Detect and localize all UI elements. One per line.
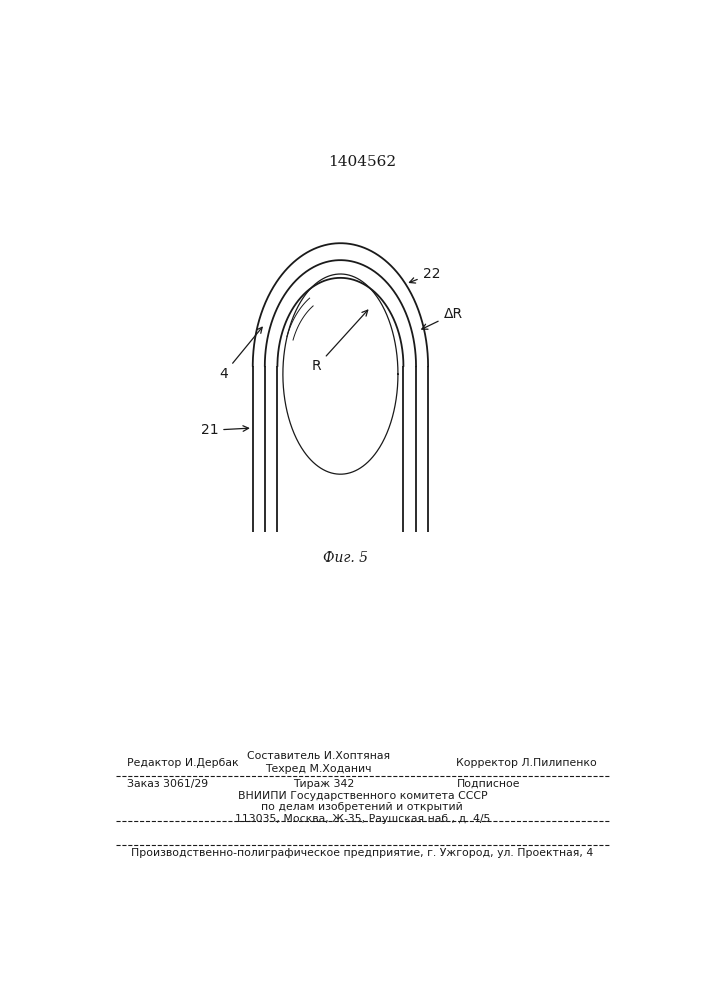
Text: ВНИИПИ Государственного комитета СССР: ВНИИПИ Государственного комитета СССР (238, 791, 487, 801)
Text: по делам изобретений и открытий: по делам изобретений и открытий (262, 802, 463, 812)
Text: Редактор И.Дербак: Редактор И.Дербак (127, 758, 238, 768)
Text: R: R (312, 310, 368, 373)
Text: 22: 22 (409, 267, 440, 283)
Text: 4: 4 (219, 327, 262, 381)
Text: Фиг. 5: Фиг. 5 (323, 551, 368, 565)
Text: Составитель И.Хоптяная: Составитель И.Хоптяная (247, 751, 390, 761)
Text: Подписное: Подписное (457, 779, 520, 789)
Text: Техред М.Ходанич: Техред М.Ходанич (265, 764, 372, 774)
Text: ΔR: ΔR (422, 307, 462, 329)
Text: 21: 21 (201, 423, 249, 437)
Text: 113035, Москва, Ж-35, Раушская наб., д. 4/5: 113035, Москва, Ж-35, Раушская наб., д. … (235, 814, 490, 824)
Text: Заказ 3061/29: Заказ 3061/29 (127, 779, 208, 789)
Text: Тираж 342: Тираж 342 (293, 779, 355, 789)
Text: Производственно-полиграфическое предприятие, г. Ужгород, ул. Проектная, 4: Производственно-полиграфическое предприя… (132, 848, 593, 858)
Text: Корректор Л.Пилипенко: Корректор Л.Пилипенко (456, 758, 597, 768)
Text: 1404562: 1404562 (328, 155, 397, 169)
